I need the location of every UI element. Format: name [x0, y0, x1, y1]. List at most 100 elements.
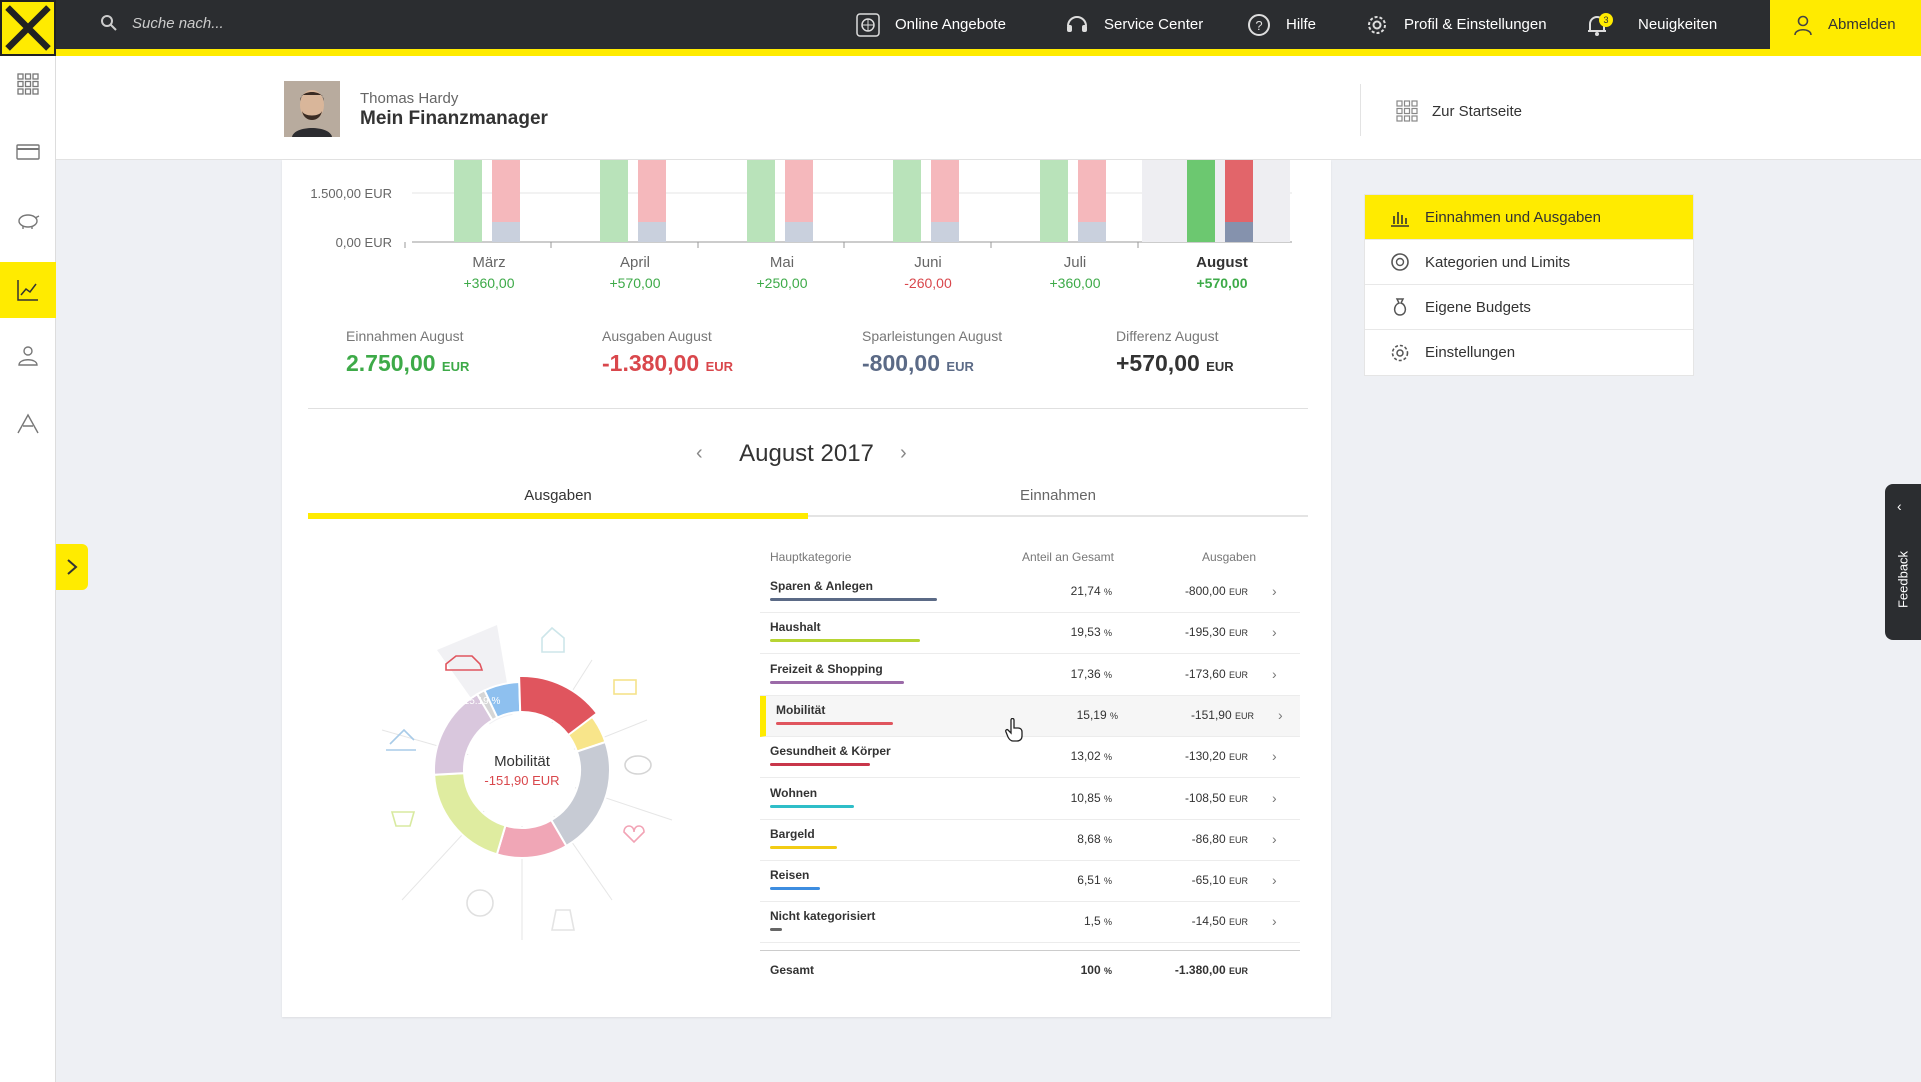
- prev-month-button[interactable]: ‹: [696, 442, 703, 464]
- chevron-right-icon[interactable]: ›: [1278, 706, 1283, 723]
- chevron-right-icon[interactable]: ›: [1272, 624, 1277, 641]
- savings-bar[interactable]: [931, 222, 959, 242]
- summary-income: Einnahmen August 2.750,00 EUR: [346, 328, 469, 377]
- month-name: April: [619, 254, 650, 271]
- nav-neuigkeiten[interactable]: Neuigkeiten: [1584, 0, 1717, 49]
- month-label[interactable]: Mai +250,00: [722, 254, 842, 291]
- rail-accounts[interactable]: [0, 124, 56, 180]
- category-share: 15,19 %: [1076, 707, 1118, 722]
- expense-bar[interactable]: [638, 160, 666, 222]
- search-field[interactable]: Suche nach...: [100, 14, 224, 32]
- savings-bar[interactable]: [785, 222, 813, 242]
- income-bar[interactable]: [454, 160, 482, 242]
- month-label[interactable]: April +570,00: [575, 254, 695, 291]
- football-icon: [466, 889, 494, 917]
- chevron-right-icon[interactable]: ›: [1272, 872, 1277, 889]
- tab-einnahmen[interactable]: Einnahmen: [1020, 487, 1096, 504]
- expand-sidebar-button[interactable]: [56, 544, 88, 590]
- month-label[interactable]: August +570,00: [1162, 254, 1282, 291]
- category-share: 21,74 %: [1070, 584, 1112, 598]
- income-bar[interactable]: [893, 160, 921, 242]
- chevron-right-icon[interactable]: ›: [1272, 830, 1277, 847]
- rail-transfers[interactable]: [0, 396, 56, 452]
- savings-bar[interactable]: [492, 222, 520, 242]
- income-bar[interactable]: [1040, 160, 1068, 242]
- y-tick-label: 0,00 EUR: [335, 235, 392, 250]
- bar-chart-icon: [1391, 212, 1409, 227]
- month-difference: +360,00: [1049, 275, 1101, 291]
- savings-bar[interactable]: [1078, 222, 1106, 242]
- chevron-right-icon[interactable]: ›: [1272, 789, 1277, 806]
- income-bar[interactable]: [1187, 160, 1215, 242]
- income-bar[interactable]: [747, 160, 775, 242]
- table-row[interactable]: Nicht kategorisiert 1,5 % -14,50 EUR ›: [760, 902, 1300, 944]
- donut-center-value: -151,90 EUR: [484, 773, 559, 788]
- expense-bar[interactable]: [785, 160, 813, 222]
- month-label[interactable]: Juli +360,00: [1015, 254, 1135, 291]
- tab-ausgaben[interactable]: Ausgaben: [308, 487, 808, 519]
- expense-bar[interactable]: [1225, 160, 1253, 222]
- table-row[interactable]: Mobilität 15,19 % -151,90 EUR ›: [760, 695, 1300, 737]
- chevron-right-icon[interactable]: ›: [1272, 913, 1277, 930]
- nav-hilfe[interactable]: ? Hilfe: [1246, 0, 1316, 49]
- feedback-label: Feedback: [1895, 550, 1911, 609]
- table-row[interactable]: Reisen 6,51 % -65,10 EUR ›: [760, 861, 1300, 903]
- nav-service-center[interactable]: Service Center: [1064, 0, 1203, 49]
- expense-bar[interactable]: [1078, 160, 1106, 222]
- table-row[interactable]: Wohnen 10,85 % -108,50 EUR ›: [760, 779, 1300, 820]
- month-label[interactable]: Juni -260,00: [868, 254, 988, 291]
- menu-eigene-budgets[interactable]: Eigene Budgets: [1365, 285, 1693, 330]
- category-amount: -195,30 EUR: [1184, 625, 1248, 640]
- category-share: 6,51 %: [1077, 873, 1112, 888]
- expense-bar[interactable]: [931, 160, 959, 222]
- table-row[interactable]: Freizeit & Shopping 17,36 % -173,60 EUR ›: [760, 655, 1300, 696]
- feedback-tab[interactable]: ‹ Feedback: [1885, 484, 1921, 640]
- chevron-right-icon[interactable]: ›: [1272, 665, 1277, 682]
- chevron-right-icon[interactable]: ›: [1272, 583, 1277, 599]
- rail-dashboard[interactable]: [0, 56, 56, 112]
- table-row[interactable]: Haushalt 19,53 % -195,30 EUR ›: [760, 613, 1300, 655]
- home-link[interactable]: Zur Startseite: [1396, 100, 1522, 122]
- donut-segment[interactable]: [518, 675, 599, 737]
- table-row[interactable]: Sparen & Anlegen 21,74 % -800,00 EUR ›: [760, 572, 1300, 613]
- table-row[interactable]: Bargeld 8,68 % -86,80 EUR ›: [760, 820, 1300, 861]
- raiffeisen-cross-icon: [5, 5, 51, 51]
- category-name: Gesundheit & Körper: [770, 744, 891, 759]
- menu-label: Einstellungen: [1425, 344, 1516, 361]
- avatar[interactable]: [284, 81, 340, 137]
- chevron-right-icon[interactable]: ›: [1272, 748, 1277, 765]
- people-icon: [18, 346, 38, 366]
- menu-label: Eigene Budgets: [1425, 298, 1531, 316]
- table-row[interactable]: Gesundheit & Körper 13,02 % -130,20 EUR ›: [760, 737, 1300, 779]
- nav-label: Profil & Einstellungen: [1404, 16, 1547, 33]
- expense-bar[interactable]: [492, 160, 520, 222]
- summary-expenses: Ausgaben August -1.380,00 EUR: [602, 328, 733, 377]
- total-share: 100 %: [1080, 962, 1112, 977]
- bank-logo[interactable]: [0, 0, 56, 56]
- nav-online-angebote[interactable]: Online Angebote: [855, 0, 1006, 49]
- savings-bar[interactable]: [638, 222, 666, 242]
- category-name: Sparen & Anlegen: [770, 579, 873, 593]
- rail-contacts[interactable]: [0, 328, 56, 384]
- donut-selected-pct: 15.19 %: [464, 696, 501, 707]
- nav-profil[interactable]: Profil & Einstellungen: [1364, 0, 1547, 49]
- category-amount: -65,10 EUR: [1191, 873, 1248, 888]
- user-logout-icon: [1794, 15, 1812, 35]
- rail-finanzmanager[interactable]: [0, 262, 56, 318]
- menu-einstellungen[interactable]: Einstellungen: [1365, 330, 1693, 375]
- rail-savings[interactable]: [0, 192, 56, 248]
- summary-value: +570,00 EUR: [1116, 350, 1234, 376]
- menu-kategorien-limits[interactable]: Kategorien und Limits: [1365, 240, 1693, 285]
- menu-einnahmen-ausgaben[interactable]: Einnahmen und Ausgaben: [1365, 195, 1693, 240]
- month-label[interactable]: März +360,00: [429, 254, 549, 291]
- category-share: 13,02 %: [1070, 749, 1112, 764]
- logout-button[interactable]: Abmelden: [1770, 0, 1921, 49]
- savings-bar[interactable]: [1225, 222, 1253, 242]
- headset-icon: [1067, 15, 1087, 32]
- money-bag-icon: [551, 909, 575, 931]
- income-bar[interactable]: [600, 160, 628, 242]
- nav-label: Neuigkeiten: [1638, 16, 1718, 33]
- beach-icon: [386, 728, 416, 751]
- next-month-button[interactable]: ›: [900, 442, 907, 464]
- notification-badge: 3: [1599, 13, 1613, 27]
